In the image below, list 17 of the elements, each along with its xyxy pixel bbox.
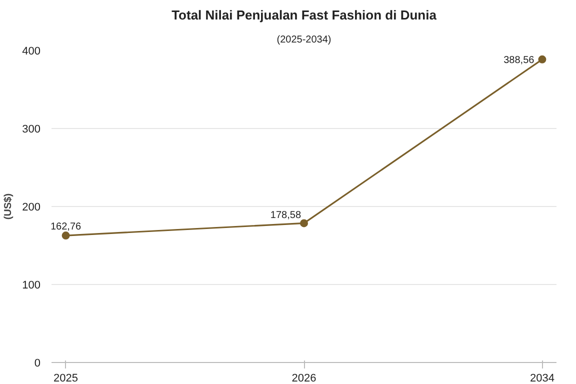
point [62,232,70,240]
point [538,55,546,64]
point [300,219,308,228]
x-tick-label: 2034 [530,372,554,384]
x-tick-label: 2026 [292,372,316,384]
chart-title: Total Nilai Penjualan Fast Fashion di Dunia [172,8,438,22]
x-tick-label: 2025 [54,372,78,384]
data-label: 162,76 [50,222,82,233]
chart-subtitle: (2025-2034) [276,34,332,46]
y-tick-label: 0 [34,358,41,370]
data-label: 178,58 [270,210,302,222]
y-tick-label: 400 [22,46,41,58]
y-tick-label: 200 [22,202,41,214]
data-label: 388,56 [504,54,535,66]
y-tick-label: 300 [22,124,41,136]
y-axis-title: (US$) [3,193,14,220]
y-tick-label: 100 [22,280,41,292]
